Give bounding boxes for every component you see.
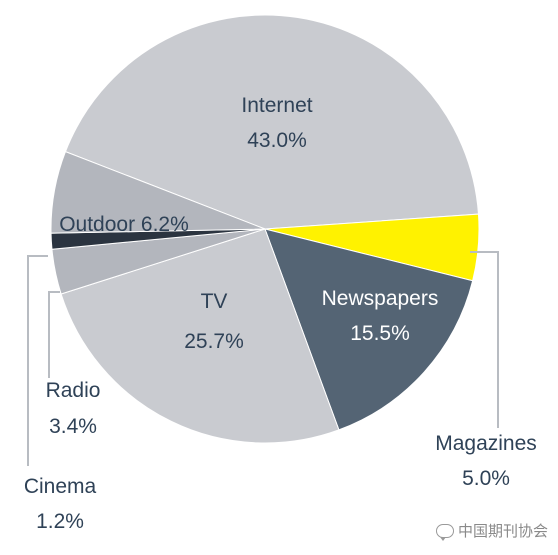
label-radio-value: 3.4% xyxy=(49,415,97,438)
label-cinema-name: Cinema xyxy=(24,475,97,498)
watermark-text: 中国期刊协会 xyxy=(457,522,548,540)
label-internet-name: Internet xyxy=(241,94,312,117)
label-radio-name: Radio xyxy=(46,379,101,402)
pie-slices xyxy=(50,14,480,444)
wechat-icon xyxy=(435,523,454,541)
leader-radio xyxy=(48,291,60,378)
label-tv-name: TV xyxy=(201,290,228,313)
label-cinema-value: 1.2% xyxy=(36,510,84,533)
leader-lines xyxy=(27,251,499,466)
slice-outdoor xyxy=(50,150,266,234)
label-newspapers-value: 15.5% xyxy=(350,322,410,345)
label-tv-value: 25.7% xyxy=(184,330,244,353)
slice-internet xyxy=(64,14,480,230)
slice-tv xyxy=(60,228,340,444)
watermark: 中国期刊协会 xyxy=(435,520,548,541)
leader-cinema xyxy=(27,255,48,466)
label-newspapers-name: Newspapers xyxy=(322,287,439,310)
label-outdoor: Outdoor 6.2% xyxy=(59,213,189,236)
slice-labels: Internet 43.0% Magazines 5.0% Newspapers 15.5… xyxy=(24,94,537,533)
label-magazines-value: 5.0% xyxy=(462,467,510,490)
slice-newspapers xyxy=(264,228,474,431)
label-magazines-name: Magazines xyxy=(435,432,537,455)
label-internet-value: 43.0% xyxy=(247,129,307,152)
leader-magazines xyxy=(470,251,499,428)
